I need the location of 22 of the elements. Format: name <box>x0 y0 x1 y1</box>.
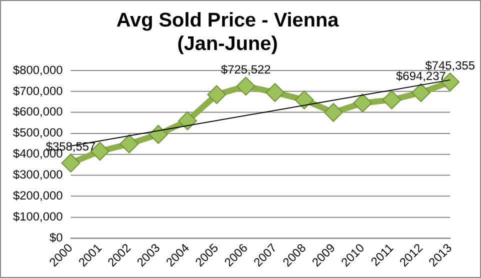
y-tick-label: $500,000 <box>12 126 64 140</box>
point <box>411 83 430 102</box>
point <box>353 94 372 112</box>
chart-title: Avg Sold Price - Vienna (Jan-June) <box>116 9 340 56</box>
point <box>120 134 139 154</box>
y-tick-label: $100,000 <box>12 210 64 224</box>
point <box>178 111 197 130</box>
point <box>236 76 256 96</box>
y-tick-label: $800,000 <box>12 62 64 77</box>
point <box>61 154 80 172</box>
point <box>382 90 402 110</box>
data-label: $725,522 <box>220 62 272 77</box>
point <box>294 90 314 110</box>
y-tick-label: $300,000 <box>12 168 64 182</box>
point <box>266 83 284 102</box>
y-tick-label: $600,000 <box>12 104 64 119</box>
y-tick-label: $0 <box>50 230 64 245</box>
point <box>324 102 343 122</box>
point <box>148 125 168 144</box>
y-tick-label: $700,000 <box>12 84 64 98</box>
point <box>207 85 226 104</box>
y-tick-label: $200,000 <box>12 188 64 203</box>
